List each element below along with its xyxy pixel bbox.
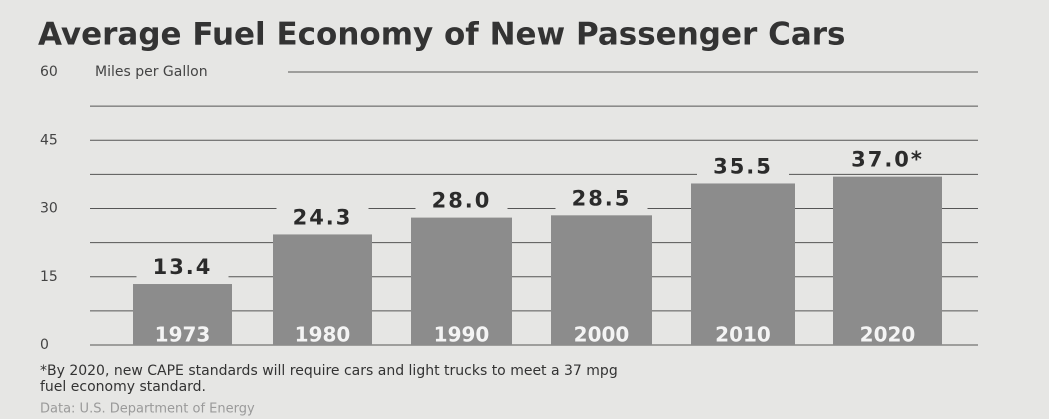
value-label: 28.5 [572,186,632,210]
label-bg [136,256,229,281]
x-tick-label: 2000 [574,323,630,347]
y-tick-label: 45 [40,132,58,148]
y-axis-label: Miles per Gallon [95,64,208,80]
y-tick-label: 60 [40,64,58,80]
value-label: 28.0 [432,189,492,213]
y-tick-label: 0 [40,337,49,353]
x-tick-label: 2020 [860,323,916,347]
footnote: *By 2020, new CAPE standards will requir… [40,363,618,379]
x-tick-label: 1980 [295,323,351,347]
chart-title: Average Fuel Economy of New Passenger Ca… [38,17,845,53]
bar [133,284,232,345]
x-tick-label: 1990 [434,323,490,347]
y-tick-label: 30 [40,201,58,217]
value-label: 24.3 [293,205,353,229]
label-bg [276,206,369,231]
label-bg [555,187,648,212]
footnote: fuel economy standard. [40,379,206,395]
x-tick-label: 1973 [155,323,211,347]
source: Data: U.S. Department of Energy [40,402,255,417]
y-tick-label: 15 [40,269,58,285]
value-label: 35.5 [713,154,773,178]
bar [411,217,512,345]
x-tick-label: 2010 [715,323,771,347]
bar [833,176,942,345]
value-label: 37.0* [851,148,924,172]
bar [273,234,372,345]
label-bg [88,62,288,82]
label-bg [841,148,934,173]
bar [691,183,795,345]
label-bg [697,155,789,180]
label-bg [415,189,508,214]
bar [551,215,652,345]
value-label: 13.4 [153,255,213,279]
